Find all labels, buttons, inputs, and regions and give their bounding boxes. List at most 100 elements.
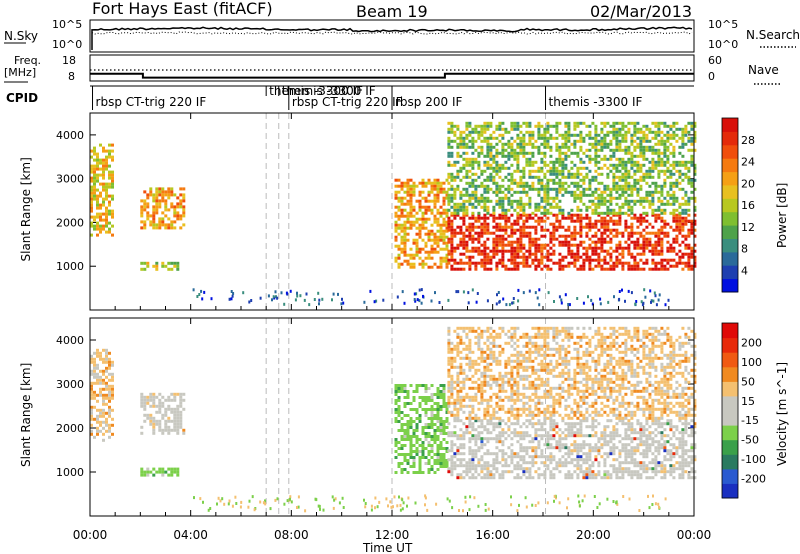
echo-cell <box>597 252 601 256</box>
echo-cell <box>546 228 550 232</box>
echo-cell <box>427 250 431 254</box>
echo-cell <box>474 148 478 152</box>
colorbar-swatch <box>722 265 738 280</box>
echo-cell <box>403 244 407 248</box>
echo-cell <box>394 211 398 215</box>
echo-cell <box>588 458 592 462</box>
echo-cell <box>480 249 484 253</box>
echo-cell <box>465 428 469 432</box>
echo-cell <box>447 371 451 375</box>
echo-cell <box>418 190 422 194</box>
echo-cell <box>579 467 583 471</box>
echo-cell <box>663 160 667 164</box>
echo-cell <box>498 213 502 217</box>
echo-cell <box>445 241 449 245</box>
echo-cell <box>654 184 658 188</box>
echo-cell <box>424 244 428 248</box>
echo-cell <box>678 219 682 223</box>
echo-cell <box>140 401 144 405</box>
echo-cell <box>579 428 583 432</box>
echo-cell <box>409 435 413 438</box>
echo-cell <box>675 240 679 244</box>
echo-cell <box>102 357 105 361</box>
echo-cell <box>531 437 535 441</box>
echo-cell <box>465 332 469 336</box>
echo-cell <box>430 396 434 399</box>
echo-cell <box>507 219 511 223</box>
echo-cell <box>96 152 99 156</box>
echo-cell <box>567 446 571 450</box>
echo-cell <box>424 432 428 435</box>
echo-cell <box>672 452 676 456</box>
echo-cell <box>105 354 108 358</box>
echo-cell <box>657 169 661 173</box>
freq-left-tick-bottom: 8 <box>68 70 75 83</box>
echo-cell <box>693 470 697 474</box>
echo-cell <box>624 160 628 164</box>
echo-cell <box>453 347 457 351</box>
echo-cell <box>406 262 410 266</box>
echo-cell <box>540 181 544 185</box>
echo-cell <box>654 234 658 238</box>
echo-cell <box>519 124 523 128</box>
echo-cell <box>534 243 538 247</box>
echo-cell <box>615 127 619 131</box>
echo-cell <box>161 220 165 224</box>
echo-cell <box>471 225 475 229</box>
echo-cell <box>558 121 562 125</box>
echo-cell <box>400 471 404 474</box>
echo-cell <box>436 265 440 269</box>
echo-cell <box>597 437 601 441</box>
echo-cell <box>681 470 685 474</box>
echo-cell <box>570 249 574 253</box>
echo-cell <box>170 392 174 396</box>
scatter-cell <box>517 288 520 292</box>
echo-cell <box>540 166 544 170</box>
echo-cell <box>173 470 177 474</box>
echo-cell <box>684 211 688 215</box>
echo-cell <box>522 243 526 247</box>
colorbar-tick-label: 8 <box>741 243 748 256</box>
echo-cell <box>651 166 655 170</box>
echo-cell <box>621 157 625 161</box>
echo-cell <box>102 167 105 171</box>
echo-cell <box>651 467 655 471</box>
echo-cell <box>450 431 454 435</box>
scatter-cell <box>599 302 602 306</box>
echo-cell <box>540 211 544 215</box>
echo-cell <box>486 437 490 441</box>
echo-cell <box>594 246 598 250</box>
echo-cell <box>102 393 105 397</box>
echo-cell <box>651 422 655 426</box>
echo-cell <box>621 190 625 194</box>
echo-cell <box>672 136 676 140</box>
echo-cell <box>690 127 694 131</box>
scatter-cell <box>230 290 233 293</box>
echo-cell <box>397 441 401 444</box>
echo-cell <box>433 402 437 405</box>
echo-cell <box>105 149 108 153</box>
echo-cell <box>657 422 661 426</box>
echo-cell <box>167 467 171 471</box>
echo-cell <box>489 249 493 253</box>
echo-cell <box>421 190 425 194</box>
y-tick-label: 4000 <box>56 334 84 347</box>
echo-cell <box>624 178 628 182</box>
echo-cell <box>456 341 460 345</box>
echo-cell <box>567 148 571 152</box>
echo-cell <box>582 136 586 140</box>
echo-cell <box>406 238 410 242</box>
echo-cell <box>483 437 487 441</box>
echo-cell <box>693 166 697 170</box>
echo-cell <box>90 197 93 201</box>
echo-cell <box>507 130 511 134</box>
echo-cell <box>540 219 544 223</box>
echo-cell <box>468 341 472 345</box>
echo-cell <box>424 226 428 230</box>
echo-cell <box>445 408 449 411</box>
scatter-cell <box>547 291 550 295</box>
echo-cell <box>666 157 670 161</box>
echo-cell <box>170 226 174 230</box>
echo-cell <box>528 419 532 423</box>
echo-cell <box>176 473 180 477</box>
